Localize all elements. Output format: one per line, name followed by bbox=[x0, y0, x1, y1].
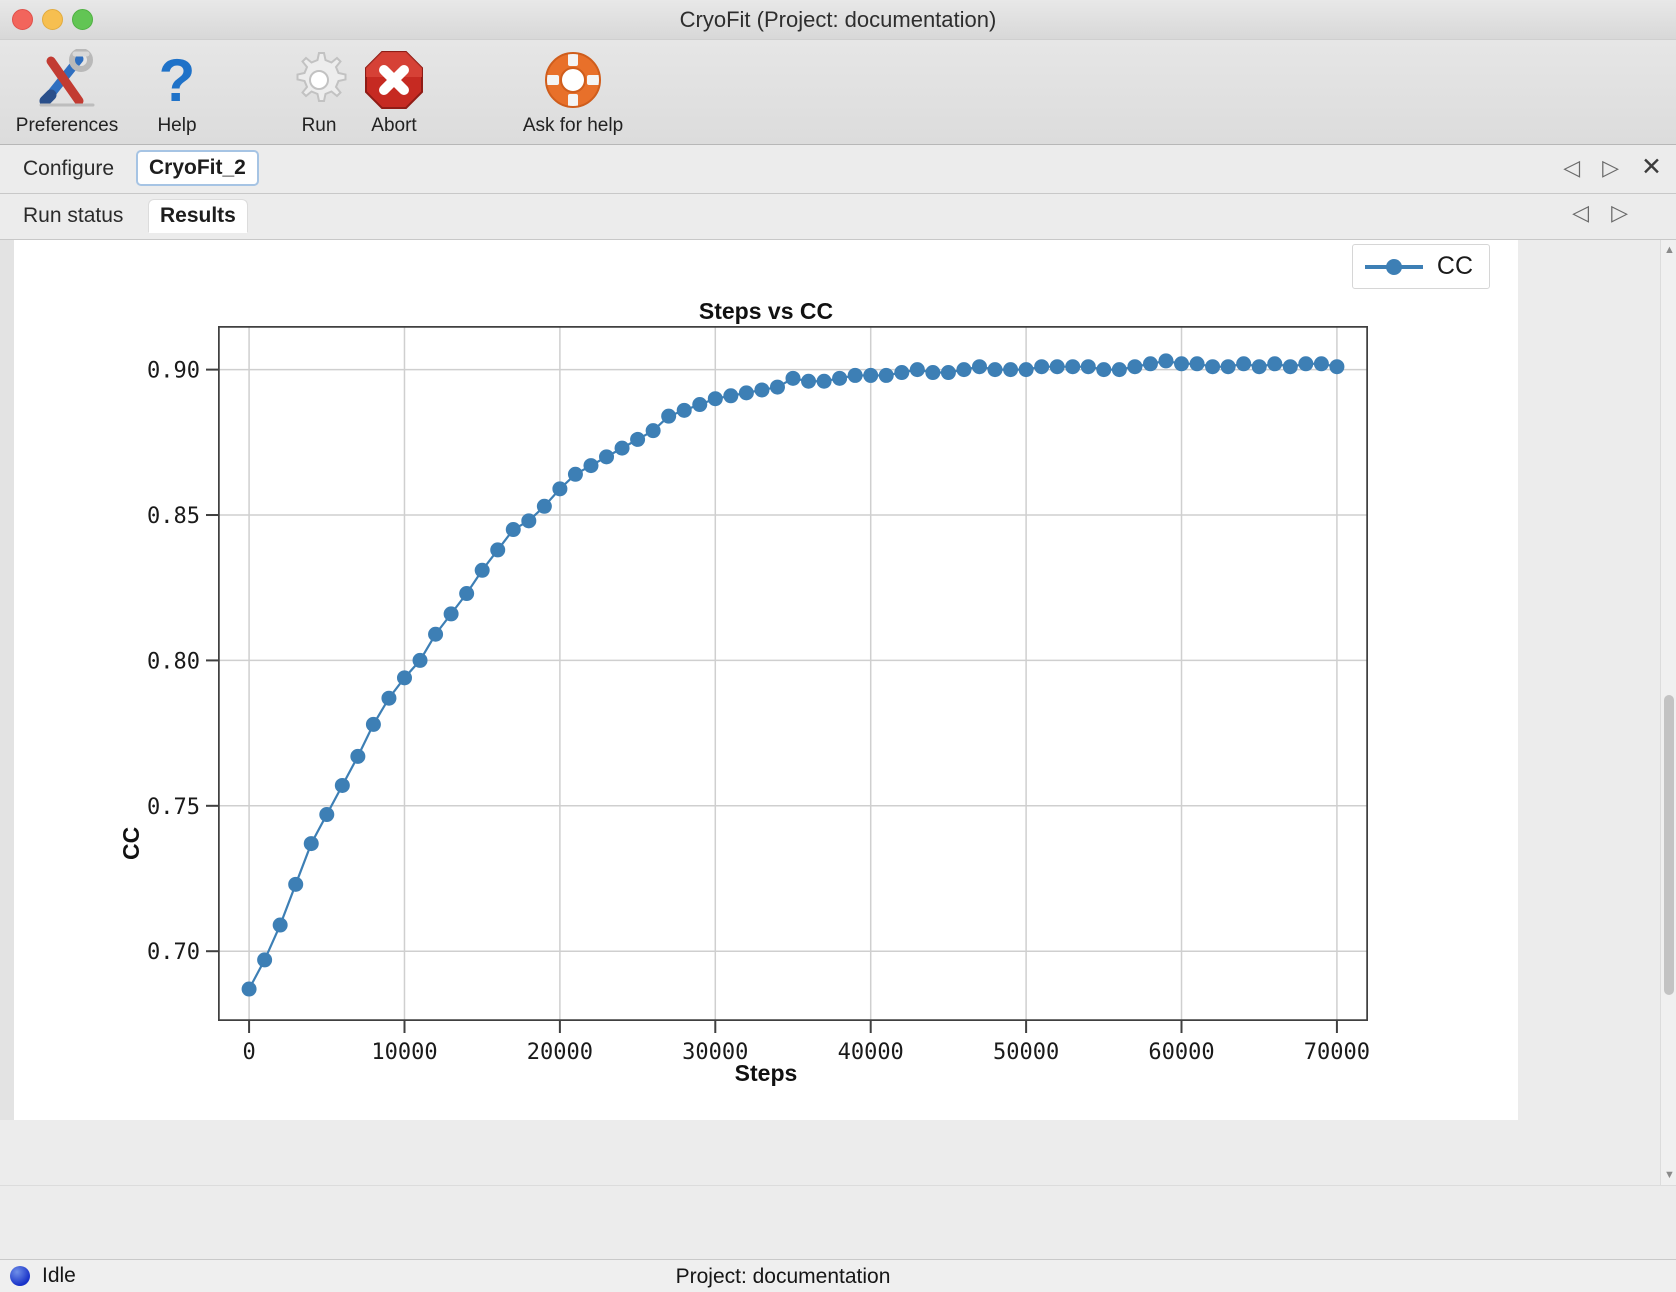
results-content: CC Steps vs CC CC 0.70 0.75 0.80 0.85 0.90 0 1… bbox=[0, 240, 1676, 1185]
minimize-window-button[interactable] bbox=[42, 9, 63, 30]
chart-xlabel: Steps bbox=[734, 1060, 798, 1086]
steps-vs-cc-figure: CC Steps vs CC CC 0.70 0.75 0.80 0.85 0.90 0 1… bbox=[14, 240, 1518, 1120]
svg-text:0.90: 0.90 bbox=[147, 359, 200, 384]
toolbar-label-ask-for-help: Ask for help bbox=[522, 115, 624, 136]
close-window-button[interactable] bbox=[12, 9, 33, 30]
svg-text:0.70: 0.70 bbox=[147, 940, 200, 965]
svg-text:0.80: 0.80 bbox=[147, 649, 200, 674]
toolbar-button-run[interactable]: Run bbox=[264, 46, 374, 137]
toolbar-button-preferences[interactable]: Preferences bbox=[12, 46, 122, 137]
toolbar-button-abort[interactable]: Abort bbox=[339, 46, 449, 137]
toolbar-label-help: Help bbox=[157, 115, 197, 136]
tab-close-icon[interactable]: ✕ bbox=[1641, 153, 1662, 181]
status-state-text: Idle bbox=[42, 1264, 76, 1287]
svg-text:0: 0 bbox=[242, 1040, 255, 1065]
scroll-up-icon[interactable]: ▲ bbox=[1664, 244, 1675, 256]
tab-run-status[interactable]: Run status bbox=[23, 204, 124, 227]
toolbar-label-preferences: Preferences bbox=[15, 115, 119, 136]
project-tab-nav: ◁ ▷ ✕ bbox=[1563, 155, 1662, 180]
svg-text:20000: 20000 bbox=[527, 1040, 593, 1065]
tab-cryofit-2[interactable]: CryoFit_2 bbox=[136, 150, 259, 186]
svg-text:0.75: 0.75 bbox=[147, 795, 200, 820]
svg-text:?: ? bbox=[159, 49, 196, 111]
scrollbar-thumb[interactable] bbox=[1664, 695, 1674, 995]
subtab-prev-icon[interactable]: ◁ bbox=[1572, 200, 1590, 225]
chart-plot-area bbox=[218, 326, 1368, 1021]
svg-text:60000: 60000 bbox=[1148, 1040, 1214, 1065]
legend-swatch-cc bbox=[1364, 258, 1423, 275]
toolbar-button-ask-for-help[interactable]: Ask for help bbox=[518, 46, 628, 137]
project-tab-bar: Configure CryoFit_2 ◁ ▷ ✕ bbox=[0, 146, 1676, 194]
tab-configure[interactable]: Configure bbox=[23, 157, 115, 180]
plot-panel: CC Steps vs CC CC 0.70 0.75 0.80 0.85 0.90 0 1… bbox=[14, 240, 1518, 1120]
svg-text:0.85: 0.85 bbox=[147, 504, 200, 529]
vertical-scrollbar[interactable]: ▲ ▼ bbox=[1660, 240, 1676, 1185]
chart-tick-labels: 0.70 0.75 0.80 0.85 0.90 0 10000 20000 30000 4000… bbox=[147, 359, 1370, 1065]
toolbar: Preferences ? Help Run bbox=[0, 40, 1676, 145]
toolbar-label-abort: Abort bbox=[371, 115, 417, 136]
chart-axes: 0.70 0.75 0.80 0.85 0.90 0 10000 20000 30000 4000… bbox=[147, 326, 1370, 1065]
subtab-next-icon[interactable]: ▷ bbox=[1611, 200, 1628, 225]
stop-x-icon bbox=[339, 46, 449, 114]
chart-legend[interactable]: CC bbox=[1351, 244, 1490, 289]
svg-text:40000: 40000 bbox=[838, 1040, 904, 1065]
window-controls bbox=[12, 9, 93, 30]
title-bar: CryoFit (Project: documentation) bbox=[0, 0, 1676, 40]
left-gutter bbox=[0, 240, 14, 1120]
maximize-window-button[interactable] bbox=[72, 9, 93, 30]
lifebuoy-icon bbox=[518, 46, 628, 114]
status-bar: Idle Project: documentation bbox=[0, 1259, 1676, 1292]
window-title: CryoFit (Project: documentation) bbox=[679, 7, 997, 32]
toolbar-label-run: Run bbox=[301, 115, 337, 136]
legend-marker-icon bbox=[1385, 258, 1402, 275]
status-panel bbox=[0, 1185, 1676, 1259]
svg-text:70000: 70000 bbox=[1304, 1040, 1370, 1065]
chart-title: Steps vs CC bbox=[698, 298, 834, 324]
tools-icon bbox=[12, 46, 122, 114]
results-tab-nav: ◁ ▷ bbox=[1572, 202, 1628, 224]
legend-label-cc: CC bbox=[1436, 252, 1473, 280]
status-project-text: Project: documentation bbox=[675, 1265, 891, 1288]
scroll-down-icon[interactable]: ▼ bbox=[1664, 1169, 1675, 1181]
tab-prev-icon[interactable]: ◁ bbox=[1563, 154, 1581, 180]
toolbar-button-help[interactable]: ? Help bbox=[122, 46, 232, 137]
results-tab-bar: Run status Results ◁ ▷ bbox=[0, 194, 1676, 240]
gear-icon bbox=[264, 46, 374, 114]
status-led-icon bbox=[10, 1266, 30, 1286]
svg-text:30000: 30000 bbox=[682, 1040, 748, 1065]
svg-text:10000: 10000 bbox=[371, 1040, 437, 1065]
tab-results[interactable]: Results bbox=[148, 199, 248, 233]
tab-next-icon[interactable]: ▷ bbox=[1602, 154, 1620, 180]
svg-text:50000: 50000 bbox=[993, 1040, 1059, 1065]
question-mark-icon: ? bbox=[122, 46, 232, 114]
